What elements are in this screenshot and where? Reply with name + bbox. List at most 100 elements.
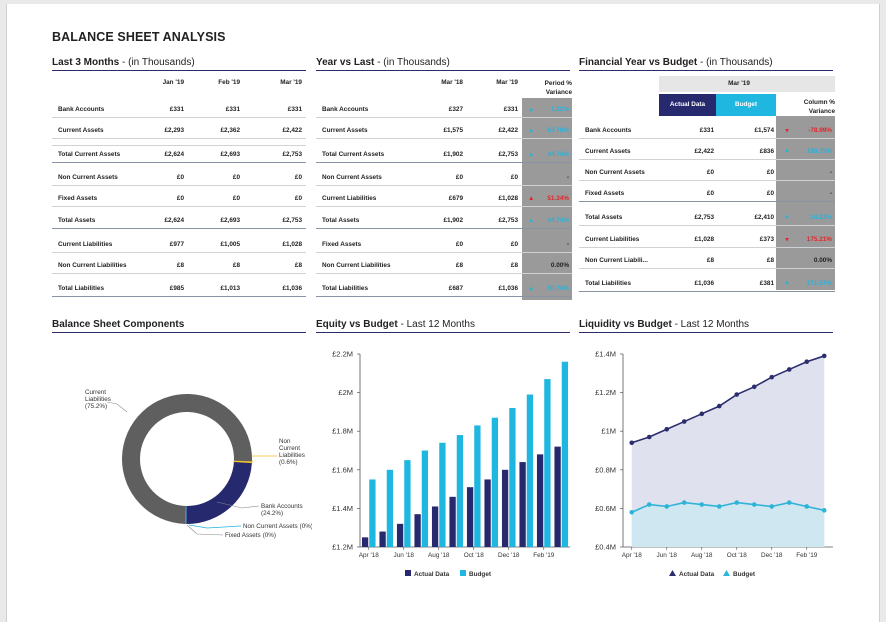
last3-cell: £331 (225, 106, 240, 113)
dashboard-page: BALANCE SHEET ANALYSIS Last 3 Months - (… (6, 4, 880, 622)
last3-cell: £2,624 (164, 151, 184, 158)
legend-swatch-actual (405, 570, 411, 576)
point-budget (804, 504, 810, 509)
bar-actual (396, 523, 404, 547)
yvl-variance-cell: ▲ 50.74% (522, 285, 572, 295)
components-title-text: Balance Sheet Components (52, 319, 185, 330)
point-actual (804, 359, 810, 365)
yvl-variance-value: - (566, 174, 569, 181)
bar-budget (439, 442, 446, 547)
fyb-cell: £0 (706, 190, 714, 197)
last3-row-label: Total Current Assets (58, 151, 121, 158)
components-donut-chart: Current Liabilities (75.2%) Non Current Liabi… (85, 389, 312, 539)
fyb-variance-value: 189.79% (806, 148, 832, 155)
bar-actual (501, 469, 509, 547)
bar-actual (519, 462, 526, 547)
fyb-cell: £1,028 (694, 236, 714, 243)
last3-col-header: Jan '19 (162, 79, 184, 86)
yvl-variance-value: 53.78% (547, 127, 569, 134)
up-arrow-icon: ▲ (528, 217, 535, 224)
fyb-cell: £0 (766, 190, 774, 197)
fyb-title-text: Financial Year vs Budget (579, 57, 698, 68)
up-arrow-icon: ▲ (784, 280, 790, 286)
row-divider (316, 296, 572, 297)
point-actual (629, 440, 635, 446)
x-tick-label: Oct '18 (464, 552, 484, 559)
x-tick-label: Feb '19 (796, 552, 818, 559)
fyb-variance-cell: - (776, 190, 835, 200)
line-budget (631, 501, 825, 513)
donut-label-current-liabilities-line: (75.2%) (85, 403, 107, 410)
fyb-row-label: Bank Accounts (585, 127, 632, 134)
row-divider (52, 117, 306, 118)
last3-title-text: Last 3 Months (52, 57, 120, 68)
point-actual (681, 419, 687, 424)
bar-budget (509, 408, 516, 547)
row-divider (579, 180, 835, 181)
yvl-subtitle: - (in Thousands) (377, 57, 450, 68)
last3-cell: £0 (176, 174, 184, 181)
yvl-variance-value: 51.34% (547, 195, 569, 202)
bar-budget (491, 417, 499, 547)
row-divider (52, 252, 306, 253)
row-divider (52, 206, 306, 207)
y-tick-label: £1.8M (332, 427, 353, 436)
x-tick-label: Apr '18 (622, 552, 642, 559)
row-divider (52, 228, 306, 229)
bar-budget (561, 361, 569, 547)
fyb-cell: £0 (706, 169, 714, 176)
legend-marker-actual (669, 570, 676, 576)
yvl-cell: £1,902 (443, 151, 463, 158)
point-actual (716, 403, 722, 409)
last3-cell: £331 (169, 106, 184, 113)
donut-label-fixed-assets: Fixed Assets (0%) (225, 532, 276, 539)
donut-label-non-current-liabilities-line: Current (279, 445, 300, 452)
donut-label-current-liabilities-line: Current (85, 389, 106, 396)
bar-budget (544, 379, 551, 547)
fyb-variance-value: 175.21% (806, 236, 832, 243)
yvl-row-label: Current Assets (322, 127, 368, 134)
row-divider (316, 185, 572, 186)
last3-row-label: Total Liabilities (58, 285, 105, 292)
yvl-variance-cell: ▲ 1.22% (522, 106, 572, 116)
fyb-variance-value: - (829, 190, 832, 197)
components-title: Balance Sheet Components (52, 319, 306, 333)
fyb-title: Financial Year vs Budget - (in Thousands… (579, 57, 833, 71)
last3-cell: £985 (169, 285, 184, 292)
row-divider (52, 145, 306, 146)
last3-cell: £0 (294, 195, 302, 202)
yvl-col-header: Mar '18 (441, 79, 463, 86)
last3-cell: £2,624 (164, 217, 184, 224)
row-divider (52, 296, 306, 297)
fyb-period-band (659, 76, 835, 92)
yvl-cell: £687 (448, 285, 463, 292)
donut-label-current-liabilities: Current Liabilities (75.2%) (85, 389, 111, 410)
fyb-cell: £1,574 (754, 127, 774, 134)
donut-label-bank-accounts-line: (24.2%) (261, 510, 283, 517)
fyb-cell: £331 (699, 127, 714, 134)
row-divider (579, 247, 835, 248)
bar-budget (456, 435, 464, 547)
last3-cell: £331 (287, 106, 302, 113)
yvl-variance-cell: ▲ 44.74% (522, 217, 572, 227)
yvl-row-label: Bank Accounts (322, 106, 369, 113)
area-budget (631, 502, 825, 547)
donut-label-non-current-liabilities: Non Current Liabilities (0.6%) (279, 438, 305, 466)
x-tick-label: Dec '18 (761, 552, 783, 559)
yvl-variance-value: 1.22% (550, 106, 569, 113)
last3-cell: £2,693 (220, 151, 240, 158)
point-actual (769, 374, 775, 380)
yvl-row-label: Total Liabilities (322, 285, 369, 292)
yvl-row-label: Total Assets (322, 217, 360, 224)
fyb-cell: £2,410 (754, 214, 774, 221)
last3-cell: £2,693 (220, 217, 240, 224)
row-divider (579, 159, 835, 160)
donut-label-pct: (0%) (300, 523, 312, 530)
fyb-cell: £8 (706, 257, 714, 264)
equity-title-text: Equity vs Budget (316, 319, 398, 330)
bar-actual (554, 446, 561, 547)
row-divider (316, 206, 572, 207)
yvl-title: Year vs Last - (in Thousands) (316, 57, 570, 71)
row-divider (579, 201, 835, 202)
down-arrow-icon: ▲ (784, 236, 790, 242)
